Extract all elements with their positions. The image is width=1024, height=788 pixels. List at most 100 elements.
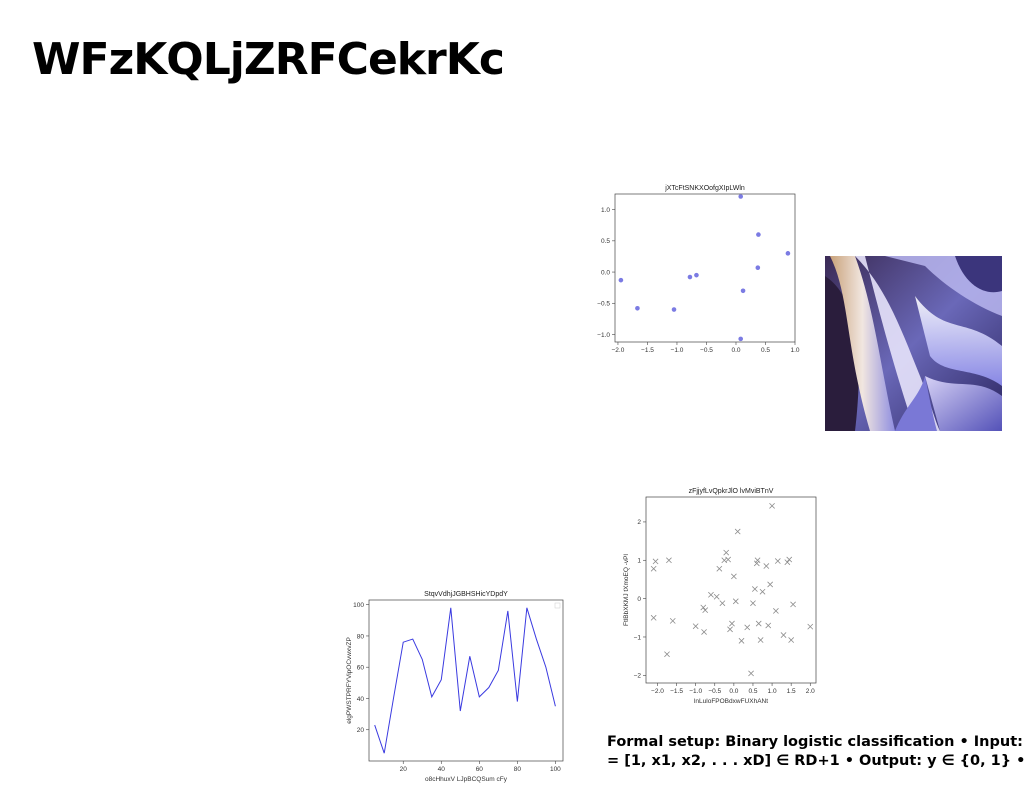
scatter-point — [725, 556, 732, 563]
scatter-point — [652, 558, 659, 565]
y-tick-label: 1 — [637, 558, 641, 565]
scatter-point — [738, 336, 744, 342]
x-tick-label: −1.5 — [641, 347, 654, 354]
y-tick-label: 60 — [357, 665, 365, 672]
x-tick-label: 1.5 — [787, 688, 796, 695]
slide-title: WFzKQLjZRFCekrKc — [32, 34, 505, 85]
y-tick-label: 20 — [357, 727, 365, 734]
scatter-point — [701, 629, 707, 635]
scatter-point — [734, 528, 741, 535]
y-tick-label: −0.5 — [597, 301, 610, 308]
legend-box — [554, 602, 561, 609]
scatter-point — [763, 563, 770, 569]
scatter-point — [754, 557, 761, 564]
scatter-point — [732, 598, 739, 605]
x-tick-label: 80 — [514, 766, 522, 773]
scatter-point — [759, 588, 766, 595]
scatter-point — [807, 623, 814, 630]
x-tick-label: 1.0 — [790, 347, 799, 354]
x-tick-label: 20 — [400, 766, 408, 773]
x-tick-label: −0.5 — [700, 347, 713, 354]
scatter-point — [708, 591, 714, 598]
scatter-point — [713, 593, 720, 600]
scatter-point — [751, 586, 758, 592]
scatter-point — [700, 604, 707, 611]
scatter-point — [757, 637, 764, 643]
scatter-point — [750, 600, 756, 607]
x-tick-label: 0.5 — [761, 347, 770, 354]
scatter-point — [785, 251, 791, 256]
x-tick-label: −2.0 — [651, 688, 664, 695]
scatter-point — [774, 558, 781, 564]
y-tick-label: −1 — [634, 634, 642, 641]
y-tick-label: 1.0 — [601, 207, 610, 214]
scatter-chart-top: jXTcFtSNKXOofgXIpLWln −2.0 −1.5 −1.0 −0.5 0.0… — [585, 180, 805, 370]
x-tick-label: −0.5 — [708, 688, 721, 695]
y-tick-label: 80 — [357, 633, 365, 640]
scatter-point — [786, 556, 793, 563]
scatter-point — [790, 601, 796, 608]
scatter-point — [755, 620, 762, 627]
x-tick-label: 0.5 — [748, 688, 757, 695]
scatter-point — [784, 559, 791, 566]
chart-title: StqvVdhjJGBHSHicYDpdY — [424, 591, 508, 598]
plot-frame — [614, 193, 796, 343]
scatter-point — [738, 194, 744, 199]
scatter-chart-mid-svg: zFjjyfLvQpkrJlO lvMviBTnV −2.0 −1.5 −1.0 −0.… — [623, 488, 817, 705]
y-tick-label: 2 — [637, 519, 641, 526]
scatter-point — [727, 626, 733, 633]
x-tick-label: 0.0 — [729, 688, 738, 695]
y-tick-label: −2 — [634, 673, 642, 680]
x-tick-label: 40 — [438, 766, 446, 773]
scatter-point — [719, 600, 726, 607]
x-axis-label: o8cHhuxV LJpBCQSum cFy — [425, 776, 508, 783]
scatter-chart-top-svg: jXTcFtSNKXOofgXIpLWln −2.0 −1.5 −1.0 −0.5 0.0… — [597, 185, 800, 354]
scatter-point — [773, 608, 779, 614]
plot-frame — [645, 496, 817, 684]
y-tick-label: 100 — [353, 602, 364, 609]
scatter-point — [721, 557, 728, 564]
scatter-point — [740, 288, 746, 294]
scatter-point — [635, 305, 640, 311]
series-line — [374, 607, 556, 754]
line-chart-bottom-svg: StqvVdhjJGBHSHicYDpdY 20 40 60 80 100 100 80 60 4… — [346, 591, 564, 783]
scatter-point — [687, 274, 693, 280]
y-tick-label: 0.0 — [601, 269, 610, 276]
scatter-point — [788, 637, 795, 643]
scatter-point — [618, 277, 624, 283]
scatter-point — [650, 565, 657, 572]
caption: Formal setup: Binary logistic classifica… — [607, 733, 1024, 771]
y-axis-label: elgPWSTPRFYVipOCvwxvZP — [346, 637, 353, 724]
scatter-point — [756, 232, 761, 237]
scatter-point — [664, 651, 670, 658]
scatter-point — [702, 607, 709, 614]
x-tick-label: −1.0 — [671, 347, 684, 354]
scatter-point — [666, 557, 672, 564]
x-tick-label: −1.5 — [670, 688, 683, 695]
caption-line-1: Formal setup: Binary logistic classifica… — [607, 734, 1023, 750]
line-chart-bottom: StqvVdhjJGBHSHicYDpdY 20 40 60 80 100 100 80 60 4… — [345, 585, 570, 785]
y-tick-label: 0.5 — [601, 238, 610, 245]
x-tick-label: −2.0 — [612, 347, 625, 354]
scatter-point — [769, 502, 775, 509]
plot-frame — [368, 599, 564, 762]
y-tick-label: −1.0 — [597, 332, 610, 339]
x-axis-label: lnLuloFPOBdxwFUXhANt — [694, 698, 768, 705]
scatter-point — [650, 614, 657, 621]
scatter-point — [738, 637, 745, 644]
scatter-point — [748, 670, 754, 677]
caption-line-2: = [1, x1, x2, . . . xD] ∈ RD+1 • Output:… — [607, 753, 1024, 769]
scatter-chart-mid: zFjjyfLvQpkrJlO lvMviBTnV −2.0 −1.5 −1.0 −0.… — [615, 482, 835, 714]
x-tick-label: 60 — [476, 766, 484, 773]
x-tick-label: 100 — [550, 766, 561, 773]
chart-title: zFjjyfLvQpkrJlO lvMviBTnV — [689, 488, 774, 495]
x-tick-label: −1.0 — [689, 688, 702, 695]
scatter-point — [765, 622, 772, 629]
scatter-point — [744, 624, 751, 631]
x-tick-label: 2.0 — [806, 688, 815, 695]
scatter-point — [723, 549, 730, 556]
scatter-point — [671, 307, 677, 312]
y-axis-label: FtlBbXKMJ tXmoEQ -vPl — [623, 554, 630, 626]
x-tick-label: 1.0 — [768, 688, 777, 695]
scatter-point — [767, 581, 774, 588]
